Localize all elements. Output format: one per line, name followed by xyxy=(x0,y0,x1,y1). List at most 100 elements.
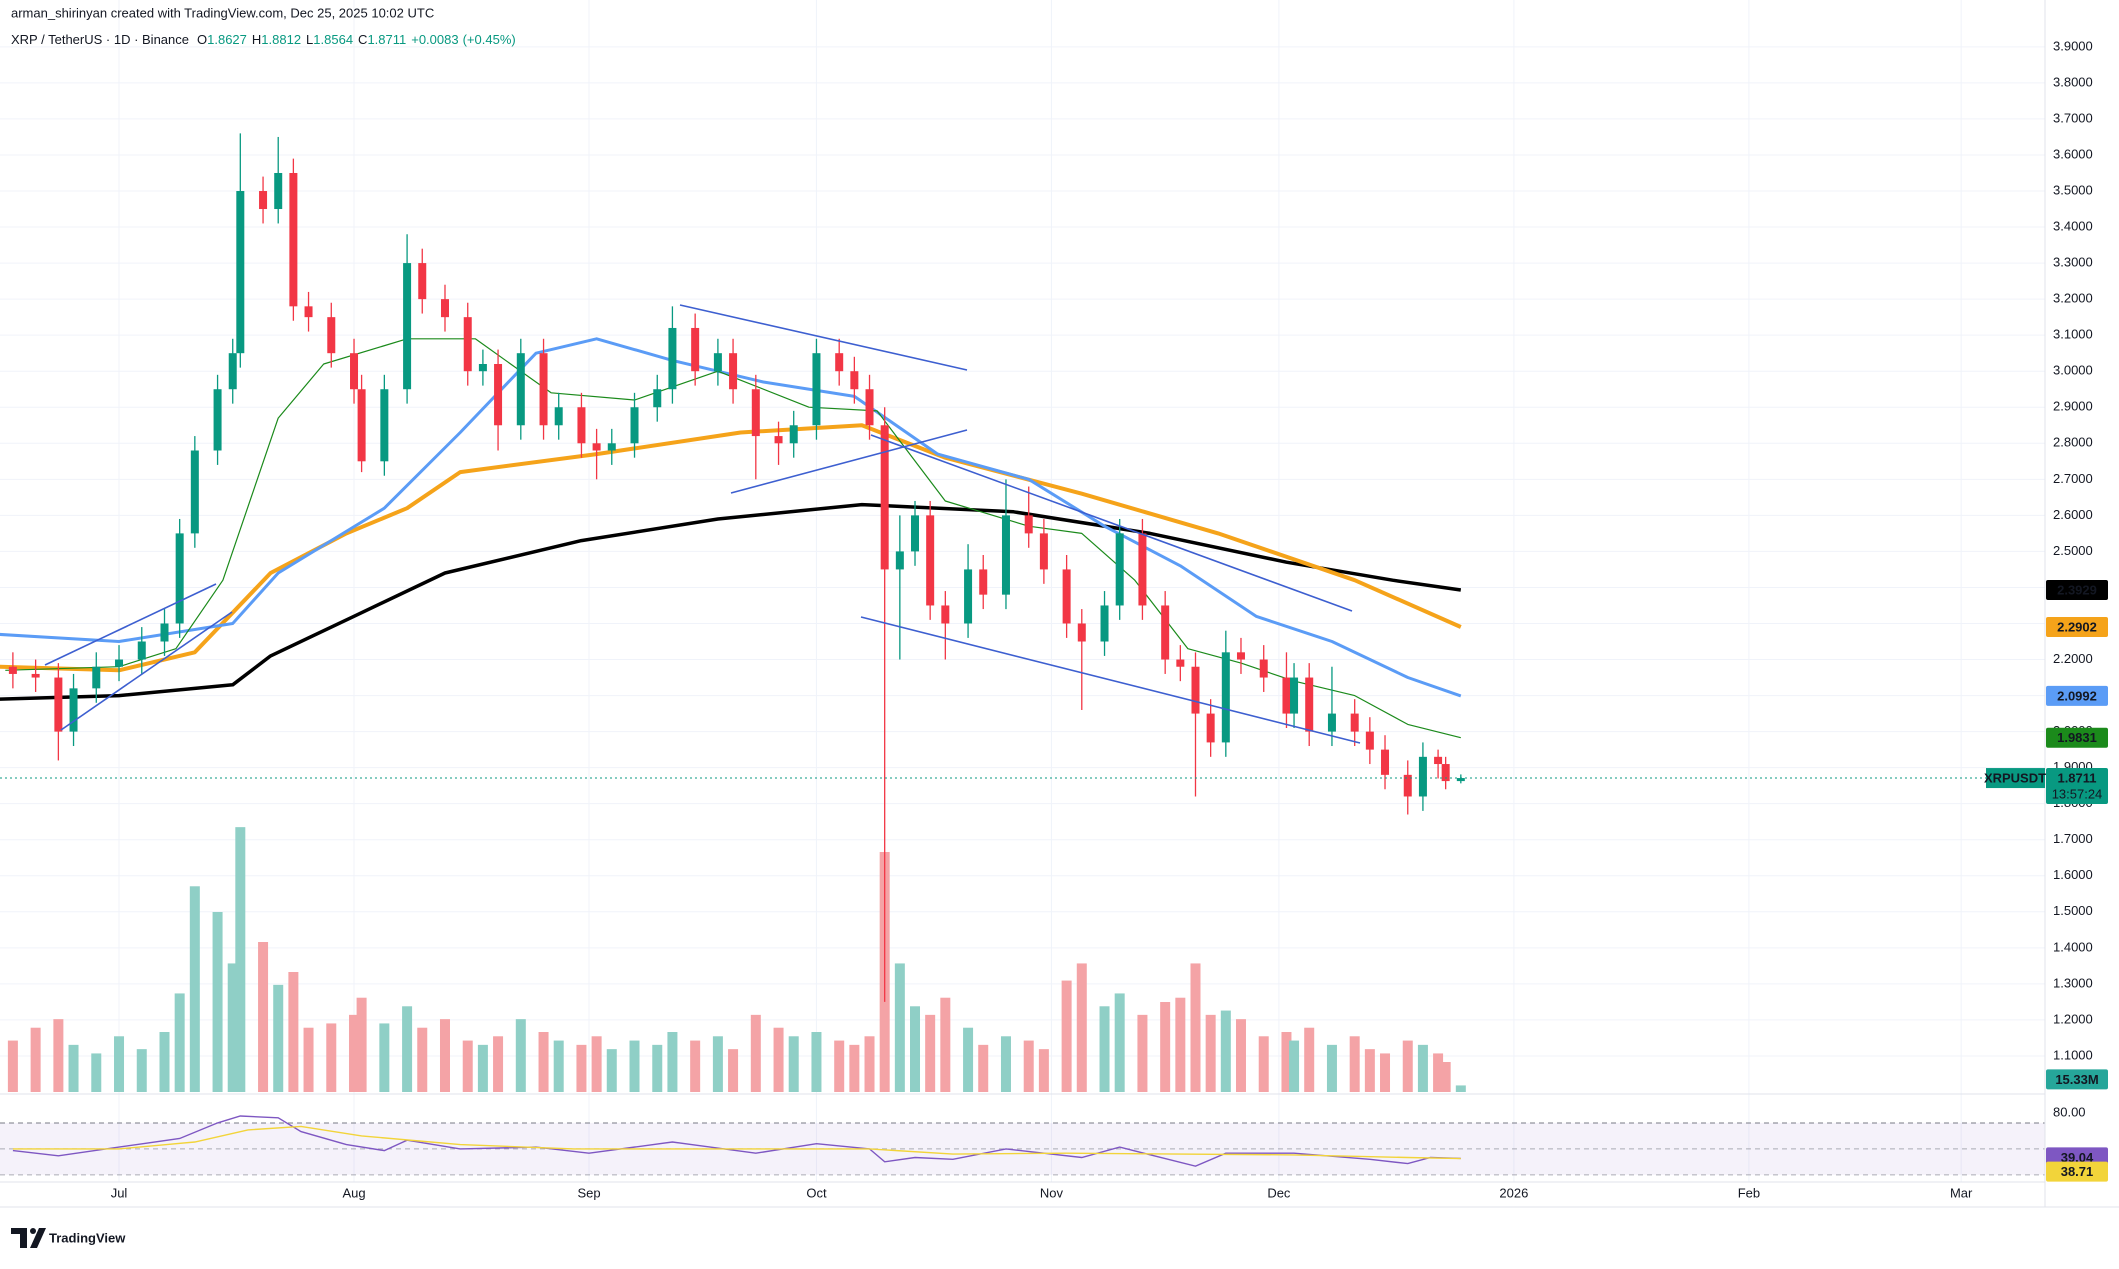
rsi-pane xyxy=(0,1115,2045,1176)
candle-body xyxy=(190,450,199,534)
candle-body xyxy=(1062,569,1071,624)
y-tick-label: 1.3000 xyxy=(2053,975,2093,990)
last-price: 1.8711 xyxy=(2057,770,2096,785)
volume-bar xyxy=(1417,1044,1428,1092)
y-tick-label: 1.6000 xyxy=(2053,867,2093,882)
y-tick-label: 3.2000 xyxy=(2053,291,2093,306)
volume-bar xyxy=(728,1049,739,1092)
candle-body xyxy=(1161,605,1170,660)
volume-bar xyxy=(712,1036,723,1092)
trend-line xyxy=(679,304,968,371)
candle-body xyxy=(236,191,245,354)
volume-bar xyxy=(402,1006,413,1092)
candle-body xyxy=(1100,605,1109,642)
volume-bar xyxy=(1433,1053,1444,1092)
volume-bar xyxy=(1160,1002,1171,1092)
volume-bar xyxy=(834,1040,845,1092)
candle-body xyxy=(1403,774,1412,797)
volume-bar xyxy=(1023,1040,1034,1092)
y-tick-label: 3.3000 xyxy=(2053,255,2093,270)
y-tick-label: 1.5000 xyxy=(2053,903,2093,918)
volume-bar xyxy=(493,1036,504,1092)
ohlc-value: 1.8627 xyxy=(207,32,247,47)
candle-body xyxy=(1077,623,1086,642)
moving-average xyxy=(0,502,1462,701)
candle-body xyxy=(630,407,639,444)
candle-body xyxy=(751,389,760,437)
candle-body xyxy=(1024,515,1033,534)
candle-body xyxy=(160,623,169,642)
ohlc-key: O xyxy=(197,32,207,47)
candle-body xyxy=(812,353,821,426)
candle-body xyxy=(92,666,101,689)
volume-bar xyxy=(773,1027,784,1092)
candle-body xyxy=(440,299,449,318)
candle-body xyxy=(289,172,298,307)
candle-body xyxy=(8,666,17,674)
volume-bar xyxy=(189,886,200,1092)
volume-bar xyxy=(553,1040,564,1092)
y-tick-label: 3.1000 xyxy=(2053,327,2093,342)
rsi-tick-label: 80.00 xyxy=(2053,1104,2086,1119)
symbol-legend: XRP / TetherUS · 1D · Binance O1.8627 H1.8… xyxy=(11,32,516,47)
volume-bar xyxy=(258,942,269,1092)
brand-logo: TradingView xyxy=(11,1228,126,1248)
candle-body xyxy=(259,191,268,210)
candle-body xyxy=(228,353,237,390)
volume-bar xyxy=(1326,1044,1337,1092)
candle-body xyxy=(607,443,616,451)
brand-icon xyxy=(11,1228,46,1248)
y-tick-label: 2.9000 xyxy=(2053,399,2093,414)
ohlc-key: C xyxy=(358,32,367,47)
volume-bar xyxy=(53,1019,64,1092)
candle-body xyxy=(691,327,700,372)
candle-body xyxy=(1259,659,1268,678)
candle-body xyxy=(327,317,336,354)
ohlc-key: L xyxy=(306,32,313,47)
volume-bar xyxy=(591,1036,602,1092)
y-tick-label: 1.1000 xyxy=(2053,1047,2093,1062)
symbol-tag-box xyxy=(1986,768,2045,789)
y-tick-label: 2.6000 xyxy=(2053,507,2093,522)
candle-body xyxy=(713,353,722,372)
volume-bar xyxy=(462,1040,473,1092)
candle-body xyxy=(865,389,874,426)
volume-bar xyxy=(1258,1036,1269,1092)
trend-line xyxy=(60,611,233,731)
moving-average xyxy=(5,338,1461,739)
trend-lines xyxy=(44,304,1361,744)
ma-value-label: 2.0992 xyxy=(2057,688,2097,703)
candle-body xyxy=(880,425,889,570)
candle-body xyxy=(213,389,222,451)
candle-body xyxy=(1221,652,1230,743)
change-pct: (+0.45%) xyxy=(463,32,516,47)
trend-line xyxy=(860,616,1361,744)
brand: TradingView xyxy=(49,1230,126,1245)
volume-bar xyxy=(1235,1019,1246,1092)
candle-body xyxy=(357,389,366,462)
volume-bar xyxy=(227,963,238,1092)
x-tick-label: Feb xyxy=(1738,1185,1760,1200)
volume-bar xyxy=(1114,993,1125,1092)
candle-body xyxy=(1434,756,1443,765)
volume-bar xyxy=(1061,980,1072,1092)
ma-value-label: 1.9831 xyxy=(2057,730,2097,745)
candle-body xyxy=(1365,731,1374,750)
candle-body xyxy=(1350,713,1359,732)
volume-bar xyxy=(811,1032,822,1092)
countdown: 13:57:24 xyxy=(2052,786,2103,801)
rsi-value-label: 38.71 xyxy=(2061,1164,2094,1179)
candle-body xyxy=(494,364,503,426)
ma-value-label: 2.2902 xyxy=(2057,619,2097,634)
x-tick-label: Sep xyxy=(577,1185,600,1200)
y-tick-label: 3.0000 xyxy=(2053,363,2093,378)
volume-bar xyxy=(515,1019,526,1092)
volume-bar xyxy=(1000,1036,1011,1092)
axis-value-labels: 2.3929 2.2902 2.0992 1.9831 XRPUSDT 1.871113:… xyxy=(0,580,2108,1182)
x-tick-label: Oct xyxy=(806,1185,827,1200)
candle-body xyxy=(1456,778,1465,782)
volume-bar xyxy=(1364,1049,1375,1092)
candle-body xyxy=(941,605,950,624)
symbol-tag: XRPUSDT xyxy=(1984,770,2046,785)
volume-bar xyxy=(68,1044,79,1092)
